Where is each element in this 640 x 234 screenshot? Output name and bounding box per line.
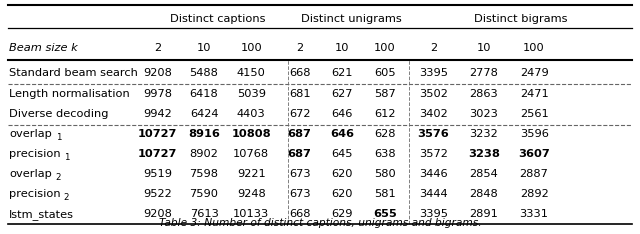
Text: 668: 668 bbox=[289, 209, 310, 219]
Text: 3402: 3402 bbox=[419, 109, 448, 119]
Text: 3607: 3607 bbox=[518, 149, 550, 159]
Text: 2887: 2887 bbox=[520, 169, 548, 179]
Text: 4150: 4150 bbox=[237, 68, 266, 78]
Text: 2: 2 bbox=[430, 43, 437, 53]
Text: 581: 581 bbox=[374, 189, 396, 199]
Text: 2561: 2561 bbox=[520, 109, 548, 119]
Text: 638: 638 bbox=[374, 149, 396, 159]
Text: 620: 620 bbox=[332, 169, 353, 179]
Text: 100: 100 bbox=[374, 43, 396, 53]
Text: 668: 668 bbox=[289, 68, 310, 78]
Text: 9519: 9519 bbox=[143, 169, 172, 179]
Text: Distinct captions: Distinct captions bbox=[170, 14, 266, 24]
Text: Length normalisation: Length normalisation bbox=[9, 88, 130, 99]
Text: 10: 10 bbox=[196, 43, 211, 53]
Text: 9978: 9978 bbox=[143, 88, 172, 99]
Text: 3232: 3232 bbox=[469, 129, 498, 139]
Text: 2: 2 bbox=[296, 43, 303, 53]
Text: 646: 646 bbox=[330, 129, 355, 139]
Text: 580: 580 bbox=[374, 169, 396, 179]
Text: 3023: 3023 bbox=[469, 109, 498, 119]
Text: 3576: 3576 bbox=[417, 129, 449, 139]
Text: 646: 646 bbox=[332, 109, 353, 119]
Text: 1: 1 bbox=[56, 133, 61, 142]
Text: 10: 10 bbox=[335, 43, 349, 53]
Text: Table 3: Number of distinct captions, unigrams and bigrams.: Table 3: Number of distinct captions, un… bbox=[159, 218, 481, 228]
Text: 10133: 10133 bbox=[233, 209, 269, 219]
Text: 7590: 7590 bbox=[189, 189, 218, 199]
Text: 645: 645 bbox=[332, 149, 353, 159]
Text: Standard beam search: Standard beam search bbox=[9, 68, 138, 78]
Text: 3395: 3395 bbox=[419, 209, 448, 219]
Text: 6424: 6424 bbox=[190, 109, 218, 119]
Text: 605: 605 bbox=[374, 68, 396, 78]
Text: 9208: 9208 bbox=[143, 209, 172, 219]
Text: 2854: 2854 bbox=[469, 169, 498, 179]
Text: 687: 687 bbox=[287, 129, 312, 139]
Text: 10808: 10808 bbox=[232, 129, 271, 139]
Text: 5488: 5488 bbox=[189, 68, 218, 78]
Text: 672: 672 bbox=[289, 109, 310, 119]
Text: 7613: 7613 bbox=[189, 209, 218, 219]
Text: 3444: 3444 bbox=[419, 189, 448, 199]
Text: 2: 2 bbox=[154, 43, 161, 53]
Text: 2891: 2891 bbox=[469, 209, 498, 219]
Text: 2892: 2892 bbox=[520, 189, 548, 199]
Text: Distinct unigrams: Distinct unigrams bbox=[301, 14, 402, 24]
Text: 100: 100 bbox=[524, 43, 545, 53]
Text: 687: 687 bbox=[287, 149, 312, 159]
Text: 1: 1 bbox=[64, 153, 69, 162]
Text: 5039: 5039 bbox=[237, 88, 266, 99]
Text: 10768: 10768 bbox=[233, 149, 269, 159]
Text: 100: 100 bbox=[240, 43, 262, 53]
Text: 2778: 2778 bbox=[469, 68, 498, 78]
Text: 620: 620 bbox=[332, 189, 353, 199]
Text: 673: 673 bbox=[289, 189, 310, 199]
Text: 9248: 9248 bbox=[237, 189, 266, 199]
Text: 10727: 10727 bbox=[138, 149, 177, 159]
Text: 2479: 2479 bbox=[520, 68, 548, 78]
Text: Diverse decoding: Diverse decoding bbox=[9, 109, 109, 119]
Text: 4403: 4403 bbox=[237, 109, 266, 119]
Text: 7598: 7598 bbox=[189, 169, 218, 179]
Text: 2: 2 bbox=[64, 193, 69, 202]
Text: 3395: 3395 bbox=[419, 68, 448, 78]
Text: 2471: 2471 bbox=[520, 88, 548, 99]
Text: 8902: 8902 bbox=[189, 149, 218, 159]
Text: 612: 612 bbox=[374, 109, 396, 119]
Text: 681: 681 bbox=[289, 88, 310, 99]
Text: 9221: 9221 bbox=[237, 169, 266, 179]
Text: 673: 673 bbox=[289, 169, 310, 179]
Text: 627: 627 bbox=[332, 88, 353, 99]
Text: Distinct bigrams: Distinct bigrams bbox=[474, 14, 568, 24]
Text: 9522: 9522 bbox=[143, 189, 172, 199]
Text: 2848: 2848 bbox=[469, 189, 498, 199]
Text: 6418: 6418 bbox=[189, 88, 218, 99]
Text: overlap: overlap bbox=[9, 169, 52, 179]
Text: 10: 10 bbox=[477, 43, 491, 53]
Text: 3572: 3572 bbox=[419, 149, 448, 159]
Text: 621: 621 bbox=[332, 68, 353, 78]
Text: 9208: 9208 bbox=[143, 68, 172, 78]
Text: 9942: 9942 bbox=[143, 109, 172, 119]
Text: 3238: 3238 bbox=[468, 149, 500, 159]
Text: 655: 655 bbox=[373, 209, 397, 219]
Text: 587: 587 bbox=[374, 88, 396, 99]
Text: 10727: 10727 bbox=[138, 129, 177, 139]
Text: 3331: 3331 bbox=[520, 209, 548, 219]
Text: 3596: 3596 bbox=[520, 129, 548, 139]
Text: 3502: 3502 bbox=[419, 88, 448, 99]
Text: 2863: 2863 bbox=[469, 88, 498, 99]
Text: 3446: 3446 bbox=[419, 169, 448, 179]
Text: precision: precision bbox=[9, 189, 61, 199]
Text: precision: precision bbox=[9, 149, 61, 159]
Text: Beam size k: Beam size k bbox=[9, 43, 78, 53]
Text: 8916: 8916 bbox=[188, 129, 220, 139]
Text: lstm_states: lstm_states bbox=[9, 209, 74, 220]
Text: 2: 2 bbox=[56, 173, 61, 182]
Text: overlap: overlap bbox=[9, 129, 52, 139]
Text: 628: 628 bbox=[374, 129, 396, 139]
Text: 629: 629 bbox=[332, 209, 353, 219]
